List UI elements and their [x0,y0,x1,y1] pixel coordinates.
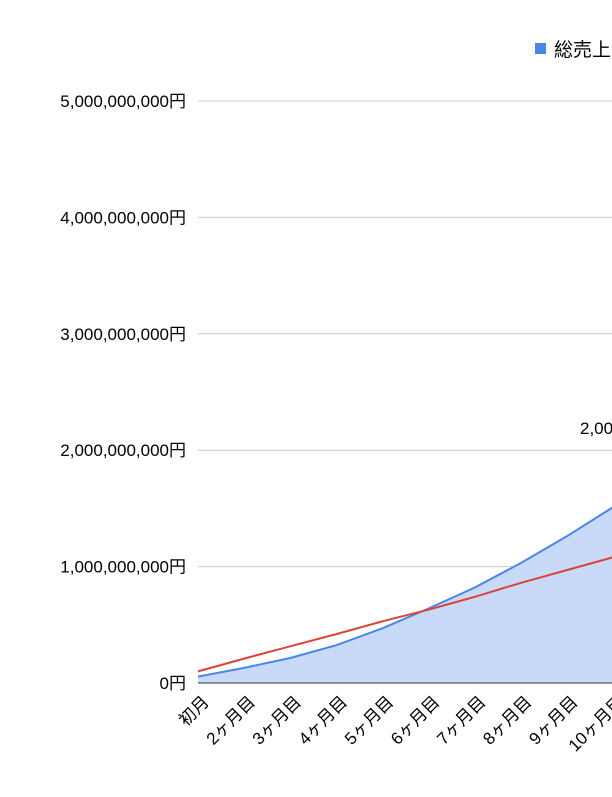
area-fill-series-0 [198,507,612,683]
data-label: 2,00 [580,419,612,438]
x-tick-label: 5ヶ月目 [341,692,397,748]
legend: 総売上 [535,39,611,61]
x-tick-label: 7ヶ月目 [433,692,489,748]
y-axis-tick-labels: 0円 1,000,000,000円 2,000,000,000円 3,000,000,… [60,92,186,693]
x-tick-label: 8ヶ月目 [479,692,535,748]
x-tick-label: 初月 [175,692,212,729]
x-tick-label: 6ヶ月目 [387,692,443,748]
x-tick-label: 2ヶ月目 [203,692,259,748]
legend-swatch [535,43,546,54]
data-labels: 2,00 [580,419,612,438]
y-tick-label: 4,000,000,000円 [60,208,186,227]
y-tick-label: 0円 [160,674,186,693]
gridlines [198,100,612,568]
series-line-0 [197,506,612,678]
y-tick-label: 5,000,000,000円 [60,92,186,111]
y-tick-label: 3,000,000,000円 [60,325,186,344]
y-tick-label: 1,000,000,000円 [60,558,186,577]
series-line-1 [197,556,612,673]
line-series [197,506,612,678]
legend-label: 総売上 [554,39,611,61]
x-tick-label: 3ヶ月目 [249,692,305,748]
y-tick-label: 2,000,000,000円 [60,441,186,460]
area-series [198,507,612,683]
x-tick-label: 4ヶ月目 [295,692,351,748]
